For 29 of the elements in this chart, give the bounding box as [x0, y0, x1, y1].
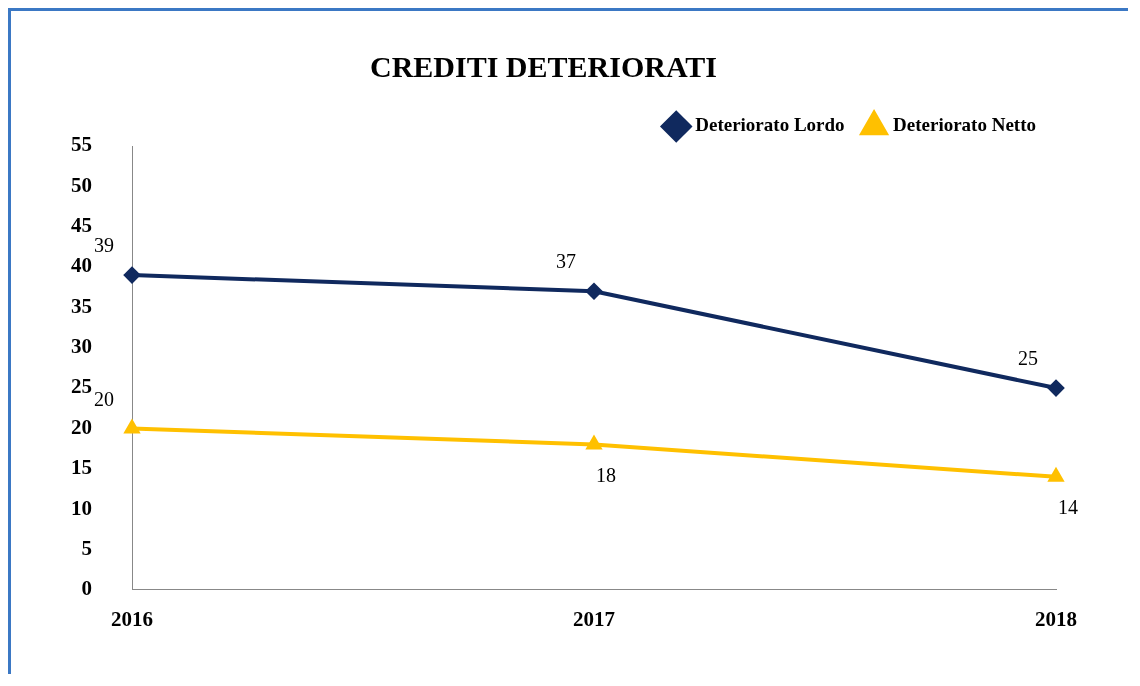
legend-label: Deteriorato Netto [893, 114, 1037, 136]
y-tick-label: 25 [71, 374, 92, 399]
point [1048, 468, 1064, 482]
point [1048, 380, 1064, 397]
x-tick-label: 2016 [111, 606, 153, 631]
y-tick-label: 30 [71, 334, 92, 359]
y-tick-label: 20 [71, 414, 92, 439]
point [124, 420, 140, 434]
y-tick-label: 50 [71, 172, 92, 197]
y-tick-label: 35 [71, 293, 92, 318]
y-tick-label: 45 [71, 213, 92, 238]
point [585, 434, 603, 450]
y-tick-label: 5 [81, 535, 92, 560]
y-tick-label: 0 [81, 576, 92, 601]
y-tick-label: 55 [71, 132, 92, 157]
x-tick-label: 2018 [1035, 606, 1077, 631]
data-label: 18 [596, 463, 616, 486]
chart-title: CREDITI DETERIORATI [369, 49, 718, 83]
y-tick-label: 10 [71, 495, 92, 520]
data-label: 14 [1058, 496, 1078, 519]
y-tick-label: 15 [71, 455, 92, 480]
data-label: 37 [556, 250, 576, 273]
data-label: 39 [94, 234, 114, 257]
y-tick-label: 40 [71, 253, 92, 278]
x-tick-label: 2017 [573, 606, 615, 631]
legend-label: Deteriorato Lordo [695, 114, 845, 136]
data-label: 25 [1018, 347, 1038, 370]
point [586, 283, 602, 300]
point [124, 267, 140, 284]
